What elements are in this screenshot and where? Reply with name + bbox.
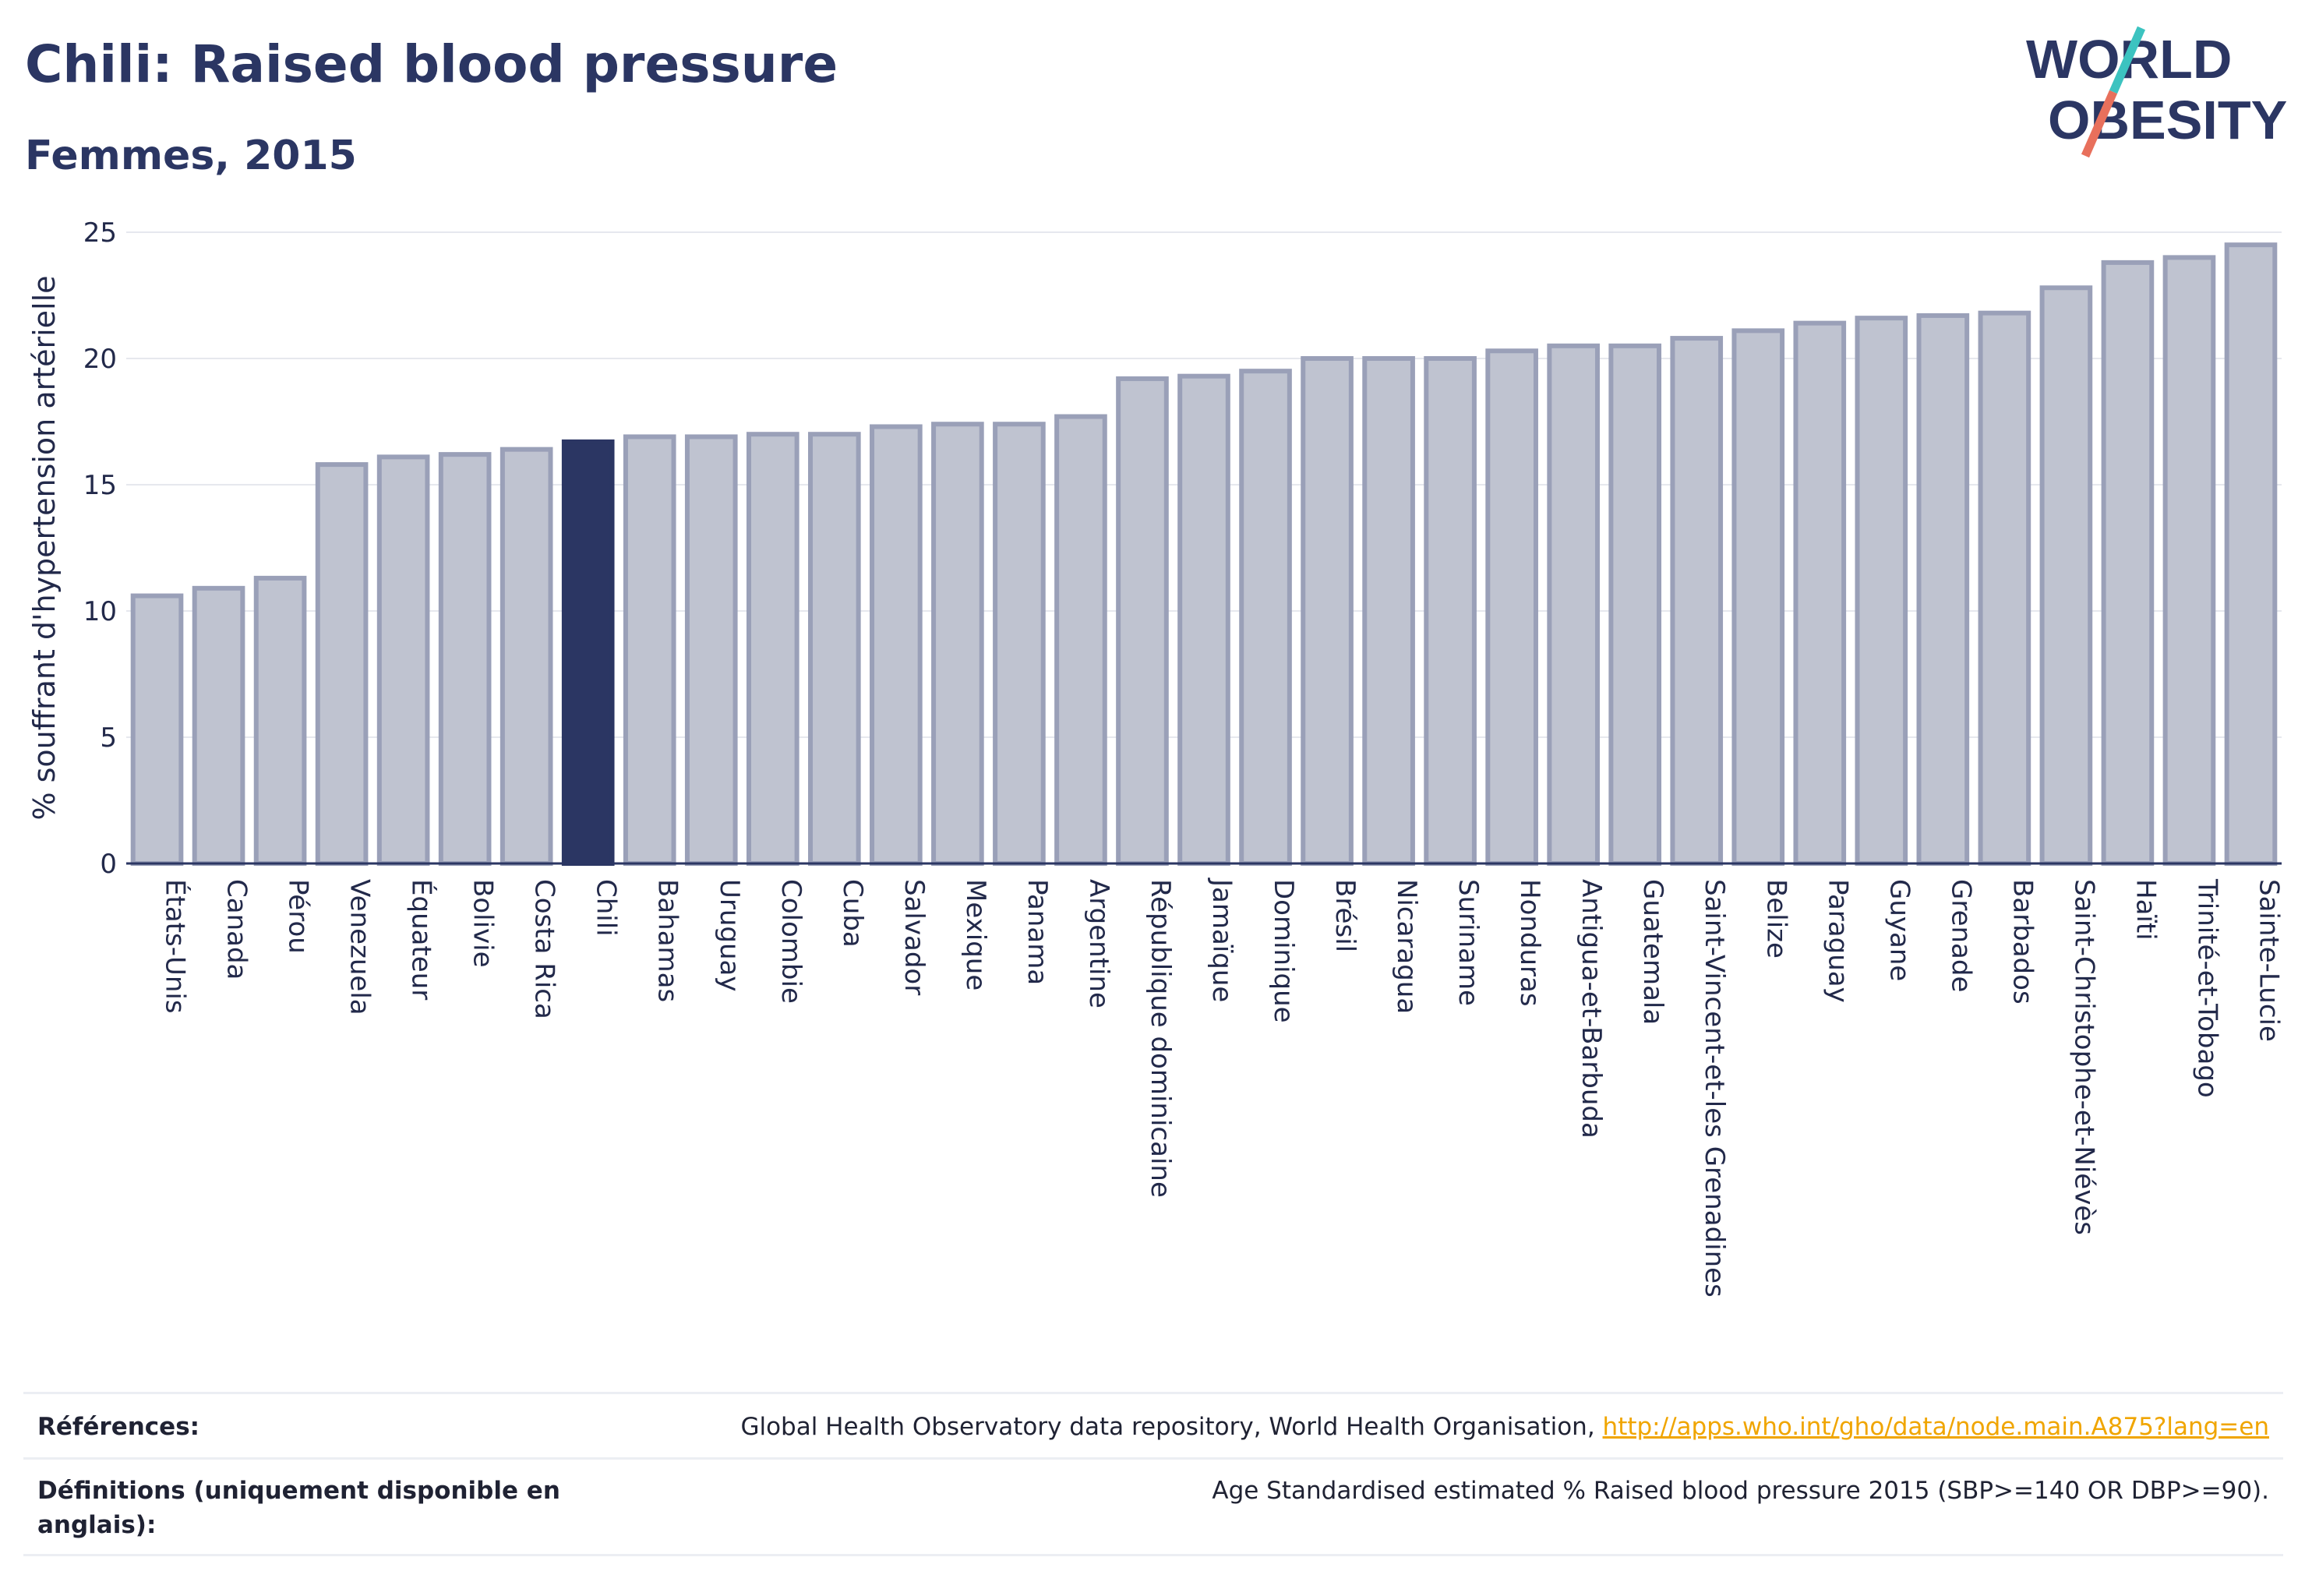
bar: [1362, 356, 1415, 866]
x-tick-label: Cuba: [837, 879, 868, 948]
bar: [2224, 242, 2278, 866]
bar: [1424, 356, 1477, 866]
x-tick-label: Sainte-Lucie: [2253, 879, 2284, 1042]
bar: [1608, 343, 1662, 866]
x-tick-label: Nicaragua: [1391, 879, 1422, 1014]
x-tick-label: Chili: [591, 879, 622, 937]
y-tick-label: 5: [100, 722, 117, 754]
references-label: Références:: [37, 1413, 200, 1441]
y-tick-label: 15: [83, 470, 117, 501]
bar-chart: 0 5 10 15 20 25 % souffrant d'hypertension art…: [27, 217, 2284, 1298]
chart-subtitle: Femmes, 2015: [25, 132, 357, 179]
bar: [1978, 310, 2031, 866]
footer-bottom-rule: [23, 1554, 2283, 1556]
y-tick-label: 0: [100, 849, 117, 880]
x-tick-label: République dominicaine: [1145, 879, 1176, 1198]
x-tick-label: Paraguay: [1822, 879, 1853, 1003]
x-tick-label: Pérou: [283, 879, 314, 954]
x-tick-label: Costa Rica: [529, 879, 560, 1019]
y-tick-label: 25: [83, 217, 117, 249]
bar: [561, 439, 615, 866]
logo-slash-coral: [2081, 90, 2118, 158]
references-link[interactable]: http://apps.who.int/gho/data/node.main.A…: [1602, 1413, 2269, 1441]
x-tick-label: Mexique: [960, 879, 991, 990]
x-tick-label: Jamaïque: [1206, 877, 1237, 1002]
bar: [1547, 343, 1600, 866]
bar: [684, 434, 738, 866]
bar: [1916, 312, 1970, 867]
bar: [1301, 356, 1354, 866]
x-tick-label: Barbados: [2007, 879, 2038, 1005]
x-tick-label: Suriname: [1453, 879, 1484, 1006]
bar: [870, 424, 923, 866]
x-tick-label: Guatemala: [1637, 879, 1668, 1025]
bar: [993, 422, 1046, 866]
x-tick-label: Équateur: [406, 879, 438, 1000]
x-tick-label: Colombie: [775, 879, 807, 1004]
bar: [746, 432, 800, 866]
bar: [376, 454, 430, 866]
x-tick-label: Antigua-et-Barbuda: [1576, 879, 1607, 1139]
x-tick-label: États-Unis: [160, 879, 192, 1014]
references-text: Global Health Observatory data repositor…: [740, 1413, 1595, 1441]
x-tick-label: Haïti: [2130, 879, 2161, 941]
bar: [1855, 316, 1908, 867]
bar: [192, 585, 245, 867]
x-tick-label: Uruguay: [714, 879, 745, 992]
y-axis-title: % souffrant d'hypertension artérielle: [27, 275, 62, 820]
bar: [1054, 414, 1107, 866]
bar: [2162, 255, 2216, 866]
y-tick-label: 10: [83, 596, 117, 627]
bar: [1239, 369, 1292, 866]
x-tick-label: Trinité-et-Tobago: [2191, 878, 2222, 1098]
x-tick-label: Dominique: [1268, 879, 1299, 1023]
x-tick-label: Venezuela: [344, 879, 376, 1015]
bar: [315, 462, 369, 867]
bar: [1116, 376, 1169, 867]
x-tick-label: Salvador: [898, 879, 930, 995]
bar: [1793, 320, 1847, 866]
bar: [808, 432, 861, 866]
definitions-text: Age Standardised estimated % Raised bloo…: [1212, 1477, 2269, 1505]
chart-title: Chili: Raised blood pressure: [25, 34, 838, 94]
footer-references-row: Références: Global Health Observatory da…: [23, 1392, 2283, 1460]
bar: [2039, 285, 2093, 866]
x-tick-label: Panama: [1022, 879, 1053, 985]
bar: [1670, 336, 1724, 866]
bar: [438, 452, 492, 866]
x-tick-label: Brésil: [1329, 879, 1361, 952]
x-tick-label: Bolivie: [468, 879, 499, 968]
x-tick-label: Belize: [1760, 879, 1791, 959]
references-value: Global Health Observatory data repositor…: [740, 1410, 2269, 1444]
y-tick-label: 20: [83, 344, 117, 375]
bar: [623, 434, 676, 866]
x-tick-label: Guyane: [1883, 879, 1915, 981]
bar: [499, 447, 553, 866]
bar: [1731, 328, 1785, 866]
x-tick-label: Honduras: [1514, 879, 1545, 1007]
bar: [931, 422, 984, 866]
x-tick-label: Bahamas: [652, 879, 683, 1002]
bar: [2101, 260, 2155, 866]
bar: [253, 575, 307, 866]
logo-slash-teal: [2109, 26, 2146, 94]
x-tick-label: Grenade: [1945, 879, 1976, 992]
x-tick-label: Saint-Christophe-et-Niévès: [2068, 879, 2099, 1235]
bar: [1485, 348, 1538, 866]
footer-definitions-row: Définitions (uniquement disponible en an…: [23, 1457, 2283, 1556]
x-tick-label: Argentine: [1083, 879, 1114, 1008]
bar: [1177, 373, 1230, 866]
bar: [130, 593, 184, 866]
world-obesity-logo: WORLD OBESITY: [2026, 26, 2287, 158]
x-tick-label: Saint-Vincent-et-les Grenadines: [1699, 879, 1730, 1298]
x-tick-label: Canada: [221, 879, 252, 980]
definitions-label: Définitions (uniquement disponible en an…: [37, 1477, 560, 1539]
